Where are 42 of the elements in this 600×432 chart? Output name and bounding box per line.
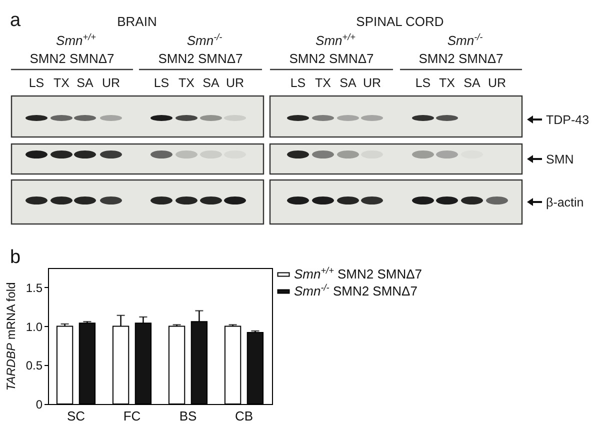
text: Smn$^{+/+}$	[56, 32, 96, 48]
text: SMN	[546, 152, 574, 166]
text: UR	[102, 76, 120, 90]
legend-label: Smn$^{+/+}$ SMN2 SMNΔ7	[294, 266, 422, 282]
x-tick-label: FC	[123, 408, 141, 424]
y-axis-title: TARDBP mRNA fold	[4, 282, 18, 391]
x-tick-label: SC	[66, 408, 86, 424]
text: LS	[415, 76, 431, 90]
text: Smn$^{-/-}$	[447, 32, 483, 48]
text: SA	[202, 76, 220, 90]
text: TX	[439, 76, 456, 90]
text: SA	[76, 76, 94, 90]
x-tick-label: CB	[234, 408, 254, 424]
text: β-actin	[546, 196, 584, 210]
y-tick-label: 1.0	[26, 320, 43, 334]
y-tick-label: 0	[36, 398, 43, 412]
text: SA	[340, 76, 357, 90]
text: LS	[290, 76, 306, 90]
text: SMN2 SMNΔ7	[30, 51, 114, 66]
text: BRAIN	[117, 14, 157, 29]
text: Smn$^{-/-}$	[186, 32, 222, 48]
text: LS	[154, 76, 170, 90]
text: a	[10, 10, 21, 31]
chart-title: b	[10, 247, 21, 268]
text: LS	[28, 76, 44, 90]
text: TX	[54, 76, 70, 90]
text: UR	[488, 76, 506, 90]
text: UR	[362, 76, 382, 90]
text: SPINAL CORD	[356, 14, 444, 29]
y-tick-label: 0.5	[26, 358, 43, 373]
legend-label: Smn$^{-/-}$ SMN2 SMNΔ7	[294, 282, 418, 298]
y-tick-label: 1.5	[26, 280, 43, 295]
text: TX	[315, 76, 332, 90]
text: TX	[178, 76, 196, 90]
text: SMN2 SMNΔ7	[289, 51, 374, 66]
text: Smn$^{+/+}$	[316, 32, 356, 48]
text: TDP-43	[546, 113, 590, 127]
text: SA	[464, 76, 481, 90]
text: UR	[226, 76, 244, 90]
text: SMN2 SMNΔ7	[158, 51, 243, 66]
text: SMN2 SMNΔ7	[418, 51, 504, 66]
x-tick-label: BS	[179, 408, 197, 424]
